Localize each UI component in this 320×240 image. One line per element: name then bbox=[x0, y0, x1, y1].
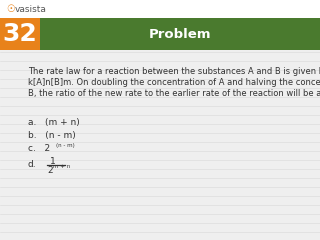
Text: vasista: vasista bbox=[15, 5, 47, 13]
Text: (n - m): (n - m) bbox=[56, 143, 75, 148]
Text: Problem: Problem bbox=[149, 28, 211, 41]
Text: a.   (m + n): a. (m + n) bbox=[28, 118, 80, 127]
Text: b.   (n - m): b. (n - m) bbox=[28, 131, 76, 140]
FancyBboxPatch shape bbox=[40, 18, 320, 50]
Text: 2: 2 bbox=[47, 166, 52, 175]
FancyBboxPatch shape bbox=[0, 18, 40, 50]
FancyBboxPatch shape bbox=[0, 0, 320, 18]
Text: m + n: m + n bbox=[53, 164, 70, 169]
Text: B, the ratio of the new rate to the earlier rate of the reaction will be as :: B, the ratio of the new rate to the earl… bbox=[28, 89, 320, 98]
Text: ☉: ☉ bbox=[6, 4, 15, 14]
Text: k[A]n[B]m. On doubling the concentration of A and halving the concentration of: k[A]n[B]m. On doubling the concentration… bbox=[28, 78, 320, 87]
Text: 1: 1 bbox=[50, 157, 56, 166]
Text: c.   2: c. 2 bbox=[28, 144, 50, 153]
Text: d.: d. bbox=[28, 160, 36, 169]
Text: 32: 32 bbox=[3, 22, 37, 46]
Text: The rate law for a reaction between the substances A and B is given by rate  =: The rate law for a reaction between the … bbox=[28, 67, 320, 76]
